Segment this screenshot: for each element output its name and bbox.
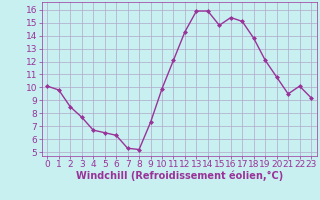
X-axis label: Windchill (Refroidissement éolien,°C): Windchill (Refroidissement éolien,°C) [76, 171, 283, 181]
